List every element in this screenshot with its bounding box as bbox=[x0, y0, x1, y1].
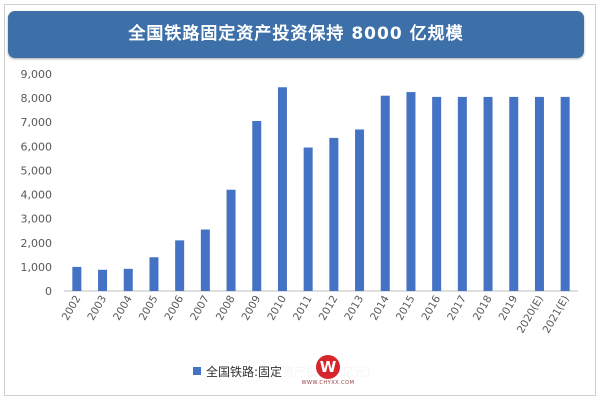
bar bbox=[98, 269, 108, 291]
y-tick-label: 3,000 bbox=[21, 213, 53, 226]
x-tick-label: 2004 bbox=[111, 293, 135, 322]
x-tick-label: 2008 bbox=[214, 294, 238, 323]
title-banner: 全国铁路固定资产投资保持 8000 亿规模 bbox=[8, 11, 584, 58]
chart-frame bbox=[4, 4, 596, 396]
x-tick-label: 2011 bbox=[291, 294, 315, 323]
bar bbox=[355, 129, 365, 291]
y-tick-label: 9,000 bbox=[21, 68, 53, 81]
bar bbox=[534, 96, 544, 292]
x-tick-label: 2012 bbox=[317, 294, 341, 323]
x-tick-label: 2002 bbox=[60, 294, 84, 323]
bar bbox=[457, 96, 467, 292]
y-tick-label: 1,000 bbox=[21, 261, 53, 274]
x-tick-label: 2017 bbox=[445, 294, 469, 323]
bar bbox=[72, 266, 82, 291]
y-tick-label: 8,000 bbox=[21, 92, 53, 105]
x-tick-label: 2006 bbox=[162, 293, 186, 322]
legend-swatch bbox=[193, 367, 201, 375]
x-tick-label: 2018 bbox=[471, 294, 495, 323]
watermark-logo: W WWW.CHYXX.COM bbox=[282, 352, 374, 388]
x-tick-label: 2003 bbox=[85, 294, 109, 323]
y-tick-label: 2,000 bbox=[21, 237, 53, 250]
bar bbox=[200, 229, 210, 291]
x-tick-label: 2009 bbox=[240, 294, 264, 323]
bar bbox=[277, 87, 287, 291]
x-tick-label: 2005 bbox=[137, 294, 161, 323]
bar bbox=[406, 92, 416, 291]
x-tick-label: 2013 bbox=[342, 294, 366, 323]
bar bbox=[380, 95, 390, 291]
x-tick-label: 2007 bbox=[188, 294, 212, 323]
x-tick-label: 2016 bbox=[419, 293, 443, 322]
logo-lettering: WWW.CHYXX.COM bbox=[301, 379, 355, 386]
y-tick-label: 0 bbox=[45, 285, 52, 298]
chart-title: 全国铁路固定资产投资保持 8000 亿规模 bbox=[128, 24, 464, 44]
bar bbox=[432, 96, 442, 292]
bar bbox=[483, 96, 493, 292]
bar bbox=[175, 240, 185, 291]
x-tick-label: 2019 bbox=[497, 294, 521, 323]
bar bbox=[329, 137, 339, 291]
bar bbox=[252, 121, 262, 292]
x-tick-label: 2010 bbox=[265, 294, 289, 323]
bar bbox=[123, 268, 133, 291]
y-tick-label: 6,000 bbox=[21, 140, 53, 153]
logo-icon: W bbox=[316, 354, 340, 379]
bar bbox=[303, 147, 313, 291]
x-tick-label: 2014 bbox=[368, 293, 392, 322]
y-tick-label: 4,000 bbox=[21, 189, 53, 202]
y-tick-label: 5,000 bbox=[21, 164, 53, 177]
bar bbox=[509, 96, 519, 292]
bar bbox=[149, 257, 159, 291]
bar bbox=[226, 189, 236, 291]
y-tick-label: 7,000 bbox=[21, 116, 53, 129]
bar bbox=[560, 96, 570, 292]
x-tick-label: 2015 bbox=[394, 294, 418, 323]
